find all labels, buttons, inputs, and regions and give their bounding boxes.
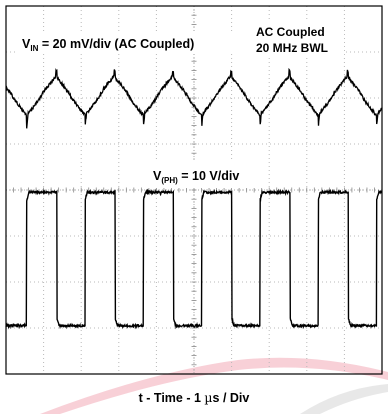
coupling-label-line1: AC Coupled	[256, 25, 325, 39]
vin-ripple-trace	[5, 67, 383, 129]
vin-scale-label: VIN = 20 mV/div (AC Coupled)	[22, 37, 194, 53]
vph-scale-label: V(PH) = 10 V/div	[153, 169, 239, 185]
x-axis-label: t - Time - 1 µs / Div	[139, 390, 250, 405]
vph-label-bg	[146, 162, 264, 188]
plot-frame	[5, 5, 383, 375]
ac-label-bg	[250, 20, 344, 58]
coupling-label-line2: 20 MHz BWL	[256, 41, 328, 55]
vph-switch-node-trace	[5, 188, 383, 330]
grid	[5, 5, 383, 375]
vin-label-bg	[18, 32, 250, 54]
watermark-graphic	[40, 357, 388, 414]
